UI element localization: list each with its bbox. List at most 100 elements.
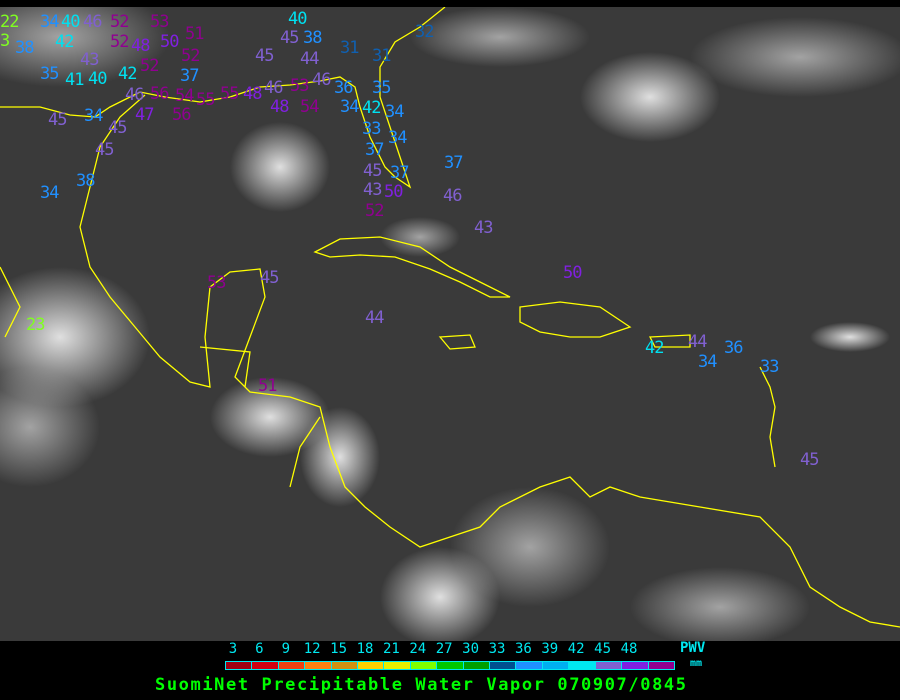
pwv-station-value: 33 (760, 357, 780, 377)
pwv-station-value: 34 (388, 128, 408, 148)
pwv-station-value: 45 (108, 118, 128, 138)
legend-swatch (437, 662, 464, 669)
pwv-station-value: 50 (384, 182, 404, 202)
pwv-station-value: 52 (181, 46, 201, 66)
pwv-station-value: 56 (150, 84, 170, 104)
pwv-station-value: 44 (688, 332, 708, 352)
legend-tick: 12 (303, 641, 321, 657)
pwv-station-value: 38 (76, 171, 96, 191)
pwv-station-value: 48 (243, 84, 263, 104)
legend-tick: 15 (330, 641, 348, 657)
pwv-station-value: 53 (150, 12, 170, 32)
legend-swatch (490, 662, 517, 669)
pwv-station-value: 48 (270, 97, 290, 117)
pwv-station-value: 54 (300, 97, 320, 117)
pwv-station-value: 34 (84, 106, 104, 126)
pwv-station-value: 45 (255, 46, 275, 66)
pwv-station-value: 44 (300, 49, 320, 69)
legend-swatch (516, 662, 543, 669)
pwv-station-value: 34 (385, 102, 405, 122)
satellite-map: 22 3 38 34 40 42 46 43 35 41 40 42 52 52 53 50 51 48 52 52 3… (0, 7, 900, 641)
color-scale-bar (225, 661, 675, 670)
pwv-station-value: 43 (80, 50, 100, 70)
pwv-station-value: 46 (125, 85, 145, 105)
legend-tick: 9 (281, 641, 291, 657)
pwv-station-value: 41 (65, 70, 85, 90)
pwv-station-value: 36 (724, 338, 744, 358)
pwv-station-value: 42 (362, 98, 382, 118)
pwv-station-value: 38 (303, 28, 323, 48)
pwv-station-value: 46 (264, 78, 284, 98)
legend-tick: 36 (514, 641, 532, 657)
legend-swatch (252, 662, 279, 669)
pwv-station-value: 54 (175, 86, 195, 106)
pwv-station-value: 46 (443, 186, 463, 206)
pwv-station-value: 43 (474, 218, 494, 238)
pwv-station-value: 37 (444, 153, 464, 173)
pwv-station-value: 46 (83, 12, 103, 32)
legend-tick: 33 (488, 641, 506, 657)
pwv-station-value: 45 (363, 161, 383, 181)
pwv-station-value: 31 (340, 38, 360, 58)
legend-tick: 18 (356, 641, 374, 657)
legend-swatch (278, 662, 306, 669)
legend-tick: 27 (435, 641, 453, 657)
pwv-station-value: 42 (645, 338, 665, 358)
pwv-station-value: 45 (95, 140, 115, 160)
legend-swatch (569, 662, 596, 669)
pwv-station-value: 45 (280, 28, 300, 48)
pwv-station-value: 40 (288, 9, 308, 29)
legend-swatch (622, 662, 649, 669)
pwv-station-value: 51 (185, 24, 205, 44)
legend-tick: 39 (541, 641, 559, 657)
pwv-station-value: 45 (48, 110, 68, 130)
pwv-station-value: 50 (160, 32, 180, 52)
legend-swatch (384, 662, 411, 669)
pwv-station-value: 36 (334, 78, 354, 98)
legend-swatch (305, 662, 332, 669)
pwv-station-value: 52 (110, 32, 130, 52)
pwv-station-value: 46 (312, 70, 332, 90)
pwv-station-value: 52 (365, 201, 385, 221)
legend-swatch (463, 662, 491, 669)
coastlines (0, 7, 900, 628)
pwv-station-value: 31 (372, 46, 392, 66)
legend-tick: 6 (255, 641, 264, 657)
legend-swatch (410, 662, 438, 669)
legend-swatch (542, 662, 570, 669)
legend-tick: 30 (462, 641, 480, 657)
pwv-station-value: 3 (0, 31, 10, 51)
legend-swatch (331, 662, 359, 669)
legend-tick: 24 (409, 641, 427, 657)
pwv-station-value: 35 (40, 64, 60, 84)
pwv-station-value: 34 (40, 12, 60, 32)
satellite-image (0, 7, 900, 641)
pwv-station-value: 53 (207, 273, 227, 293)
pwv-station-value: 22 (0, 12, 20, 32)
pwv-station-value: 38 (15, 38, 35, 58)
station-labels: 22 3 38 34 40 42 46 43 35 41 40 42 52 52 53 50 51 48 52 52 3… (0, 7, 900, 641)
pwv-station-value: 56 (172, 105, 192, 125)
legend-swatch (595, 662, 623, 669)
legend-swatch (226, 662, 253, 669)
pwv-station-value: 35 (372, 78, 392, 98)
pwv-station-value: 34 (340, 97, 360, 117)
cloud-cover (0, 7, 900, 641)
pwv-station-value: 37 (365, 140, 385, 160)
pwv-station-value: 34 (698, 352, 718, 372)
pwv-station-value: 32 (415, 22, 435, 42)
legend-tick: 21 (382, 641, 400, 657)
pwv-station-value: 50 (563, 263, 583, 283)
legend-ticks: 3 6 9 12 15 18 21 24 27 30 33 36 39 42 45 48 (225, 641, 685, 657)
pwv-station-value: 40 (88, 69, 108, 89)
legend-unit-mm: mm (690, 658, 703, 669)
legend-tick: 45 (594, 641, 612, 657)
pwv-station-value: 23 (26, 315, 46, 335)
legend-unit-label: PWV (680, 640, 706, 656)
pwv-station-value: 55 (220, 84, 240, 104)
pwv-station-value: 42 (118, 64, 138, 84)
pwv-station-value: 55 (196, 90, 216, 110)
pwv-station-value: 52 (110, 12, 130, 32)
pwv-station-value: 40 (61, 12, 81, 32)
